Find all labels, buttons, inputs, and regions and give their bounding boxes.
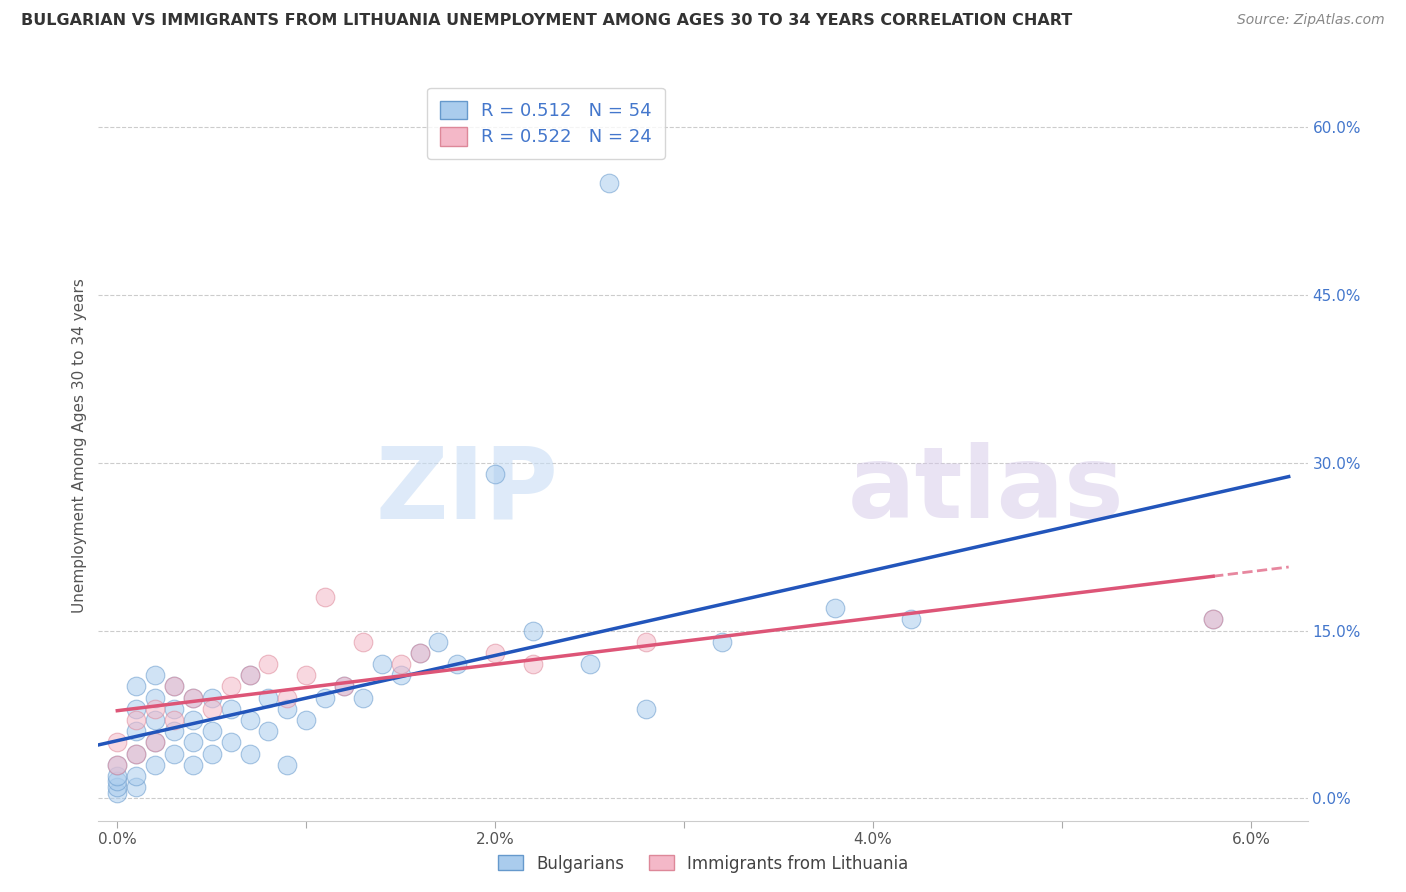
Point xyxy=(824,601,846,615)
Point xyxy=(314,590,336,604)
Point xyxy=(105,774,128,789)
Point xyxy=(276,690,298,705)
Point xyxy=(276,757,298,772)
Point xyxy=(257,724,280,739)
Point xyxy=(125,702,148,716)
Y-axis label: Unemployment Among Ages 30 to 34 years: Unemployment Among Ages 30 to 34 years xyxy=(72,278,87,614)
Point xyxy=(408,646,430,660)
Text: ZIP: ZIP xyxy=(375,442,558,540)
Legend: R = 0.512   N = 54, R = 0.522   N = 24: R = 0.512 N = 54, R = 0.522 N = 24 xyxy=(427,88,665,159)
Point xyxy=(125,680,148,694)
Point xyxy=(352,634,374,648)
Point xyxy=(143,735,166,749)
Point xyxy=(484,646,506,660)
Point xyxy=(710,634,733,648)
Point xyxy=(295,713,318,727)
Point xyxy=(314,690,336,705)
Text: atlas: atlas xyxy=(848,442,1125,540)
Point xyxy=(105,757,128,772)
Point xyxy=(389,668,412,682)
Point xyxy=(163,724,186,739)
Text: Source: ZipAtlas.com: Source: ZipAtlas.com xyxy=(1237,13,1385,28)
Point xyxy=(900,612,922,626)
Point xyxy=(143,690,166,705)
Point xyxy=(163,713,186,727)
Point xyxy=(181,735,204,749)
Point xyxy=(352,690,374,705)
Point xyxy=(522,657,544,671)
Point xyxy=(1202,612,1225,626)
Point xyxy=(276,702,298,716)
Point xyxy=(181,690,204,705)
Point xyxy=(143,757,166,772)
Point xyxy=(239,668,262,682)
Point xyxy=(181,713,204,727)
Point xyxy=(181,757,204,772)
Point xyxy=(201,724,224,739)
Point xyxy=(578,657,600,671)
Point xyxy=(163,702,186,716)
Point xyxy=(125,780,148,794)
Point xyxy=(257,657,280,671)
Point xyxy=(636,634,658,648)
Point xyxy=(389,657,412,671)
Point xyxy=(219,735,242,749)
Point xyxy=(105,780,128,794)
Point xyxy=(333,680,356,694)
Point xyxy=(636,702,658,716)
Point xyxy=(427,634,450,648)
Point xyxy=(143,668,166,682)
Point xyxy=(257,690,280,705)
Point xyxy=(201,747,224,761)
Point xyxy=(371,657,394,671)
Point xyxy=(125,747,148,761)
Point xyxy=(125,724,148,739)
Point xyxy=(163,680,186,694)
Point xyxy=(105,769,128,783)
Point xyxy=(143,713,166,727)
Point xyxy=(105,735,128,749)
Point xyxy=(181,690,204,705)
Point xyxy=(484,467,506,481)
Point xyxy=(1202,612,1225,626)
Point xyxy=(201,690,224,705)
Point xyxy=(143,702,166,716)
Point xyxy=(125,747,148,761)
Point xyxy=(105,786,128,800)
Point xyxy=(295,668,318,682)
Point xyxy=(163,680,186,694)
Point xyxy=(239,747,262,761)
Point xyxy=(201,702,224,716)
Point xyxy=(333,680,356,694)
Point xyxy=(522,624,544,638)
Point xyxy=(219,702,242,716)
Point xyxy=(125,713,148,727)
Legend: Bulgarians, Immigrants from Lithuania: Bulgarians, Immigrants from Lithuania xyxy=(491,848,915,880)
Text: BULGARIAN VS IMMIGRANTS FROM LITHUANIA UNEMPLOYMENT AMONG AGES 30 TO 34 YEARS CO: BULGARIAN VS IMMIGRANTS FROM LITHUANIA U… xyxy=(21,13,1073,29)
Point xyxy=(598,176,620,190)
Point xyxy=(446,657,468,671)
Point xyxy=(408,646,430,660)
Point xyxy=(105,757,128,772)
Point xyxy=(143,735,166,749)
Point xyxy=(125,769,148,783)
Point xyxy=(219,680,242,694)
Point xyxy=(239,713,262,727)
Point xyxy=(239,668,262,682)
Point xyxy=(163,747,186,761)
